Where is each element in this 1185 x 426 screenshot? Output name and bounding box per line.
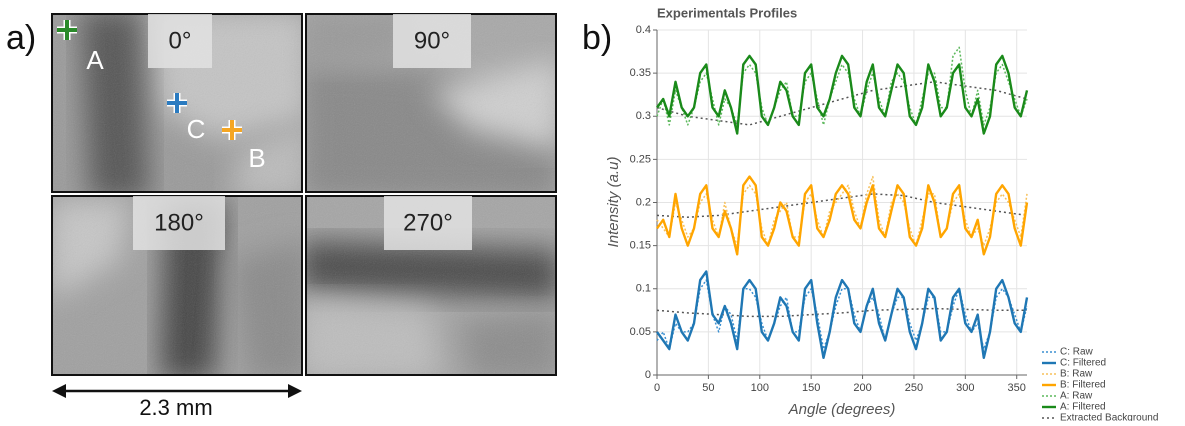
plot-area: 0 0.05 0.1 0.15 0.2 0.25 0.3 0.35 0.4 0 50 100 150 20…	[630, 24, 1159, 424]
series-line	[656, 54, 1029, 135]
legend-label: B: Filtered	[1060, 380, 1106, 391]
panel-a: a)	[6, 13, 557, 420]
image-1	[306, 14, 556, 192]
background-line	[656, 81, 1028, 126]
legend-label: Extracted Background	[1060, 413, 1158, 421]
angle-labels: 0° 90° 180° 270°	[133, 14, 472, 250]
background-line	[656, 307, 1027, 318]
x-tick-label: 0	[654, 382, 660, 394]
x-axis-label: Angle (degrees)	[788, 401, 896, 418]
y-tick-label: 0.1	[636, 283, 651, 295]
x-tick-label: 250	[905, 382, 923, 394]
panel-label: b)	[582, 19, 612, 57]
marker-cross	[57, 20, 77, 40]
marker-label: A	[86, 45, 104, 75]
y-tick-label: 0.4	[636, 24, 651, 36]
y-tick-label: 0.3	[636, 110, 651, 122]
x-tick-label: 200	[853, 382, 871, 394]
marker-cross	[222, 120, 242, 140]
y-tick-label: 0.35	[630, 67, 651, 79]
scale-bar: 2.3 mm	[52, 384, 302, 420]
scale-label: 2.3 mm	[139, 395, 212, 420]
x-tick-label: 50	[702, 382, 714, 394]
y-axis-label: Intensity (a.u)	[605, 157, 622, 248]
y-tick-label: 0.25	[630, 153, 651, 165]
x-tick-label: 150	[802, 382, 820, 394]
background-line	[656, 193, 1028, 218]
panel-label: a)	[6, 19, 36, 57]
chart-title: Experimentals Profiles	[657, 5, 797, 20]
angle-label: 0°	[169, 27, 192, 54]
legend-label: B: Raw	[1060, 369, 1093, 380]
x-tick-label: 300	[956, 382, 974, 394]
y-tick-label: 0.05	[630, 326, 651, 338]
panel-b: b) Experimentals Profiles Angle (degrees…	[582, 5, 1159, 424]
marker-label: C	[187, 114, 206, 144]
legend-label: C: Raw	[1060, 347, 1094, 358]
series-line	[656, 279, 1028, 350]
series-line	[656, 175, 1029, 256]
angle-label: 180°	[154, 209, 204, 236]
y-tick-label: 0.2	[636, 196, 651, 208]
marker-label: B	[248, 143, 265, 173]
legend-label: C: Filtered	[1060, 358, 1106, 369]
x-tick-label: 350	[1008, 382, 1026, 394]
legend-label: A: Raw	[1060, 391, 1093, 402]
marker-cross	[167, 93, 187, 113]
angle-label: 270°	[403, 209, 453, 236]
legend-label: A: Filtered	[1060, 402, 1106, 413]
markers: A C B	[57, 20, 266, 173]
series-line	[656, 270, 1029, 359]
y-tick-label: 0	[645, 369, 651, 381]
series-line	[656, 46, 1028, 126]
x-tick-label: 100	[751, 382, 769, 394]
y-tick-label: 0.15	[630, 240, 651, 252]
angle-label: 90°	[414, 27, 450, 54]
